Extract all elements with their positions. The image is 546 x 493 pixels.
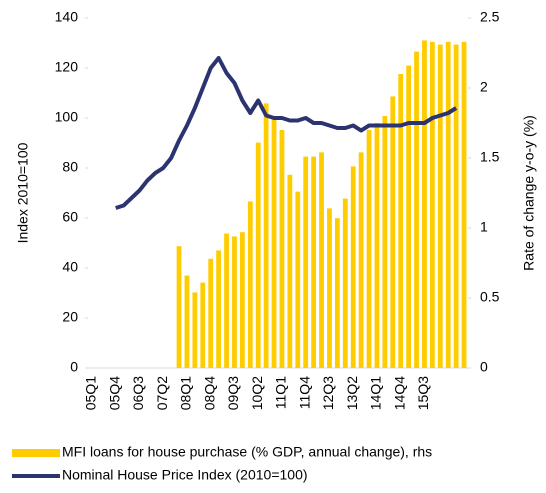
y-tick-label: 20	[62, 309, 78, 325]
y2-tick-label: 0.5	[480, 289, 500, 305]
bar	[327, 208, 332, 368]
bar	[358, 152, 364, 368]
y-tick-label: 80	[62, 159, 78, 175]
bar	[224, 233, 229, 368]
bar	[208, 258, 214, 368]
bar	[414, 51, 419, 368]
x-tick-label: 09Q3	[225, 376, 241, 410]
bar	[184, 275, 190, 368]
bar	[437, 44, 443, 368]
y2-tick-label: 2	[480, 79, 488, 95]
bar	[461, 41, 467, 369]
bar	[406, 65, 412, 368]
line	[115, 56, 458, 210]
bar	[445, 41, 451, 369]
bar	[176, 246, 182, 368]
bar	[429, 41, 435, 369]
x-tick-label: 10Q2	[249, 376, 265, 410]
legend-swatch	[12, 449, 60, 457]
bar	[374, 123, 380, 368]
bar	[279, 130, 285, 368]
x-tick-label: 11Q1	[273, 376, 289, 409]
x-tick-label: 05Q4	[106, 376, 122, 410]
legend-label: MFI loans for house purchase (% GDP, ann…	[62, 444, 432, 460]
bar	[311, 156, 317, 368]
y-tick-label: 100	[55, 109, 79, 125]
bar	[263, 103, 269, 369]
y2-axis-title: Rate of change y-o-y (%)	[521, 115, 537, 271]
bar	[239, 232, 245, 368]
x-tick-label: 14Q1	[368, 376, 384, 410]
y-tick-label: 60	[62, 209, 78, 225]
bar	[390, 96, 396, 369]
x-tick-label: 08Q4	[201, 376, 217, 410]
bar	[192, 292, 198, 368]
x-tick-label: 14Q4	[391, 376, 407, 410]
y-tick-label: 0	[70, 359, 78, 375]
bar	[271, 117, 277, 369]
bar	[453, 44, 459, 368]
bar	[366, 130, 372, 368]
bar	[232, 236, 237, 368]
x-tick-label: 11Q4	[296, 376, 312, 409]
bar	[350, 166, 356, 368]
y-tick-label: 120	[55, 59, 79, 75]
y2-tick-label: 2.5	[480, 9, 500, 25]
x-tick-label: 13Q2	[344, 376, 360, 410]
y-tick-label: 40	[62, 259, 78, 275]
bar	[200, 282, 206, 368]
y-tick-label: 140	[55, 9, 79, 25]
bar	[334, 218, 340, 368]
bar	[287, 174, 293, 368]
bar	[295, 191, 301, 368]
bar	[216, 250, 222, 368]
bar	[398, 74, 404, 368]
bar	[342, 198, 348, 368]
y2-tick-label: 1.5	[480, 149, 500, 165]
legend-label: Nominal House Price Index (2010=100)	[62, 467, 308, 483]
bar	[303, 156, 309, 368]
bar	[422, 40, 427, 369]
x-tick-label: 15Q3	[415, 376, 431, 410]
x-tick-label: 06Q3	[130, 376, 146, 410]
y-axis-title: Index 2010=100	[15, 142, 31, 243]
x-tick-label: 05Q1	[83, 376, 99, 410]
bar	[319, 152, 324, 368]
bar	[255, 142, 261, 368]
x-tick-label: 07Q2	[154, 376, 170, 410]
bar	[247, 201, 253, 368]
x-tick-label: 12Q3	[320, 376, 336, 410]
bar	[382, 116, 388, 368]
y2-tick-label: 1	[480, 219, 488, 235]
y2-tick-label: 0	[480, 359, 488, 375]
x-tick-label: 08Q1	[178, 376, 194, 410]
